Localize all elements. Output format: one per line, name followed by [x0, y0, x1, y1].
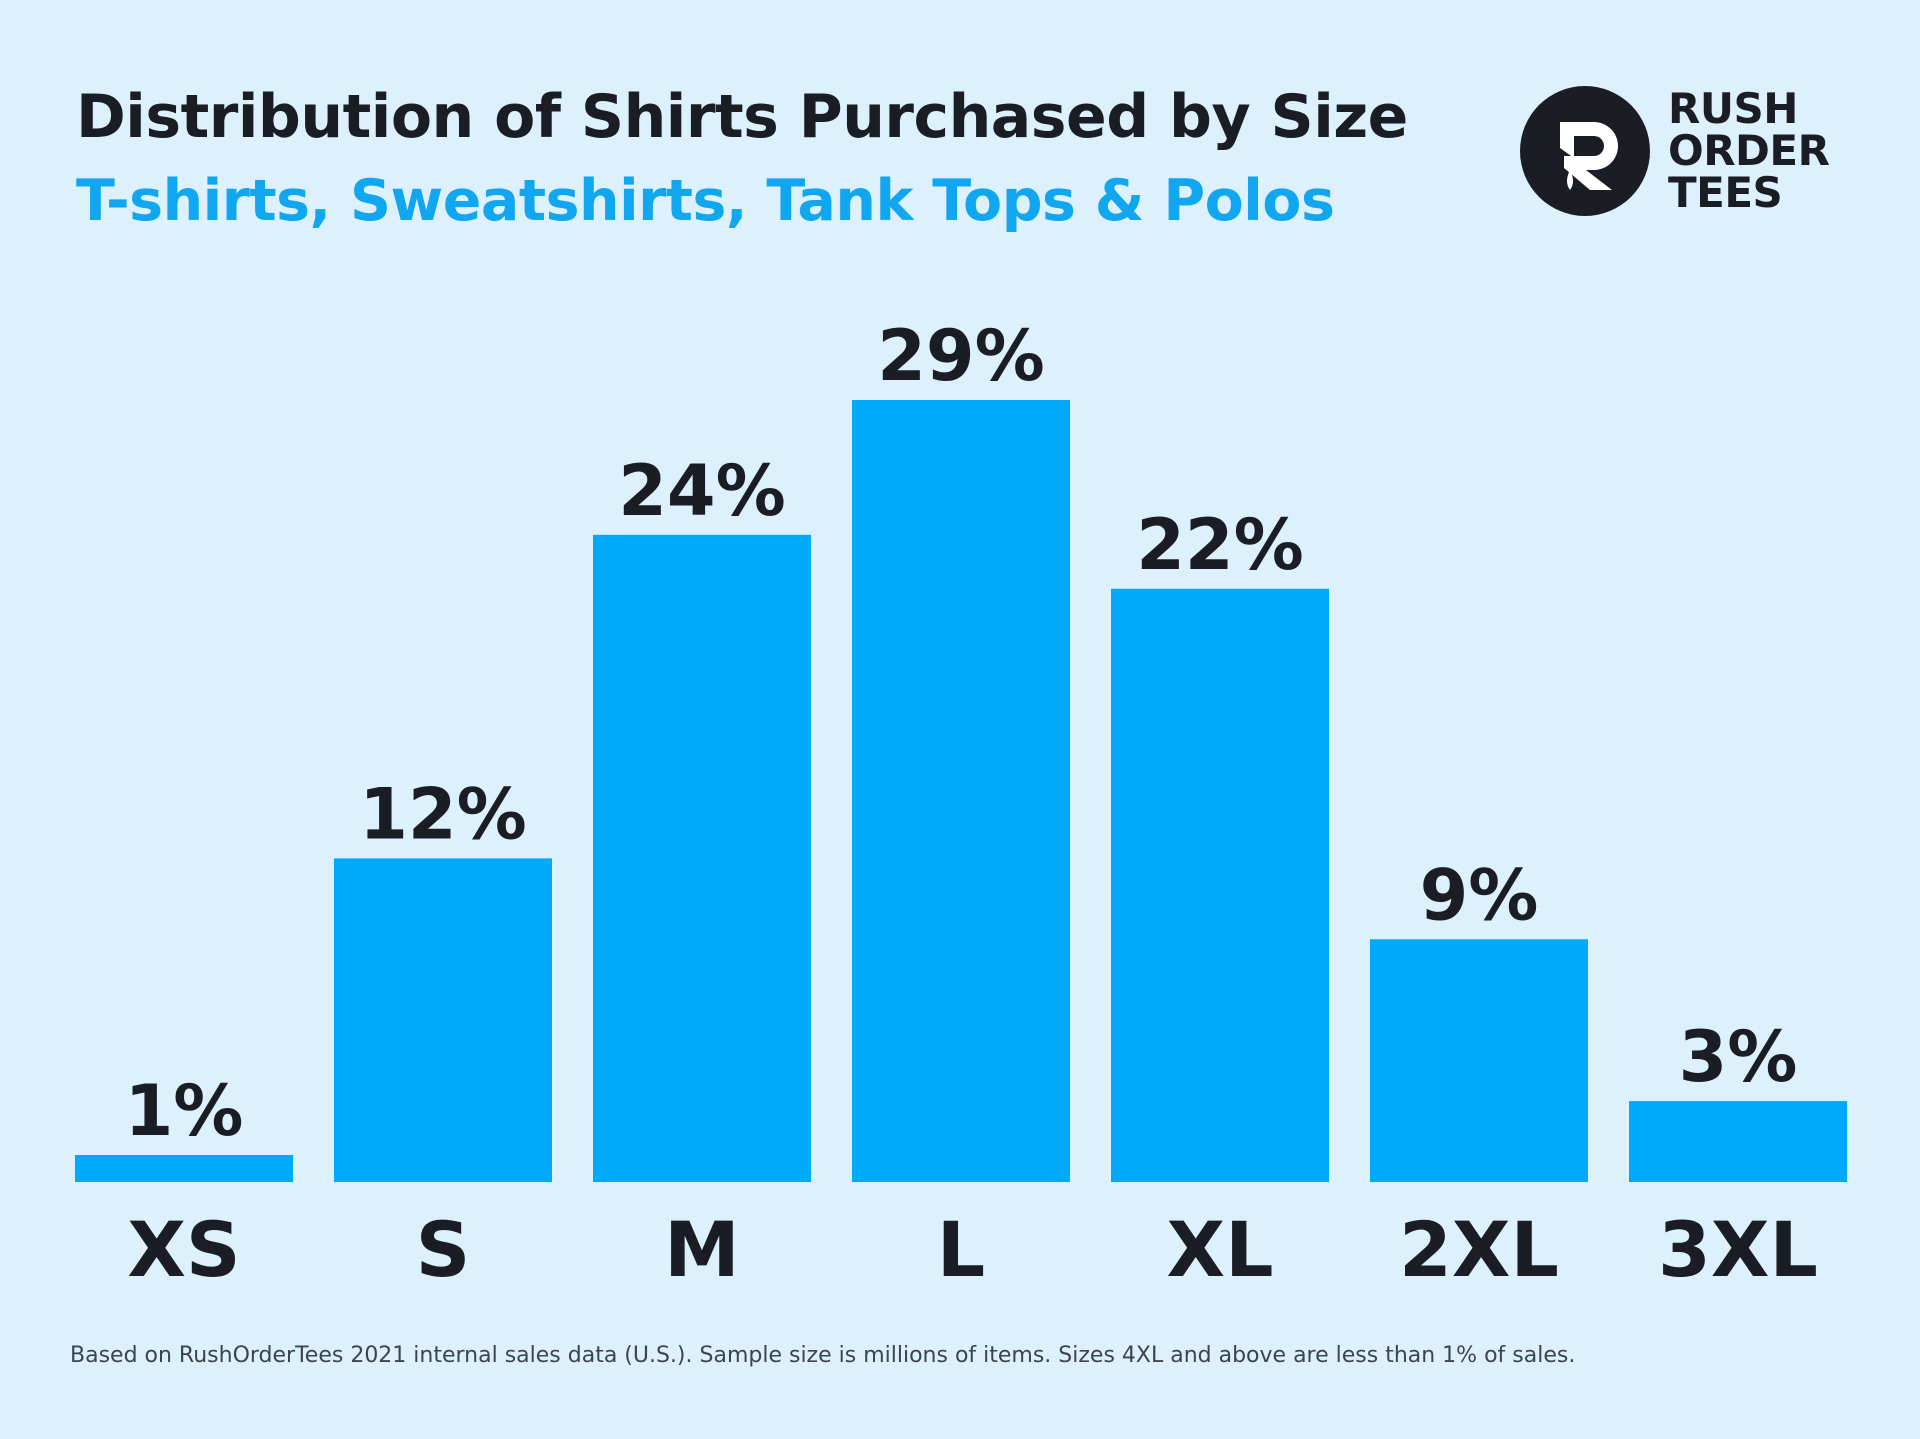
brand-wordmark-line: TEES [1668, 168, 1783, 217]
chart-subtitle: T-shirts, Sweatshirts, Tank Tops & Polos [76, 168, 1335, 234]
value-label-2xl: 9% [1420, 854, 1539, 936]
bar-l [852, 400, 1070, 1182]
value-label-xs: 1% [125, 1070, 244, 1152]
category-label-m: M [664, 1205, 740, 1294]
value-label-m: 24% [618, 450, 786, 532]
brand-wordmark-line: RUSH [1668, 84, 1798, 133]
brand-wordmark: RUSH ORDER TEES [1668, 84, 1830, 217]
brand-wordmark-line: ORDER [1668, 126, 1830, 175]
footnote: Based on RushOrderTees 2021 internal sal… [70, 1343, 1576, 1368]
bar-3xl [1629, 1101, 1847, 1182]
value-label-s: 12% [359, 773, 527, 855]
bar-xs [75, 1155, 293, 1182]
chart-title: Distribution of Shirts Purchased by Size [76, 82, 1408, 152]
bar-s [334, 858, 552, 1182]
category-label-2xl: 2XL [1399, 1205, 1559, 1294]
category-label-s: S [416, 1205, 471, 1294]
bar-m [593, 534, 811, 1182]
bar-xl [1111, 588, 1329, 1182]
value-label-l: 29% [877, 315, 1045, 397]
category-label-l: L [937, 1205, 985, 1294]
bar-2xl [1370, 939, 1588, 1182]
rush-order-tees-logo-icon [1520, 86, 1650, 216]
value-label-xl: 22% [1136, 504, 1304, 586]
category-label-xl: XL [1166, 1205, 1273, 1294]
value-label-3xl: 3% [1679, 1016, 1798, 1098]
category-label-xs: XS [127, 1205, 240, 1294]
category-label-3xl: 3XL [1658, 1205, 1818, 1294]
